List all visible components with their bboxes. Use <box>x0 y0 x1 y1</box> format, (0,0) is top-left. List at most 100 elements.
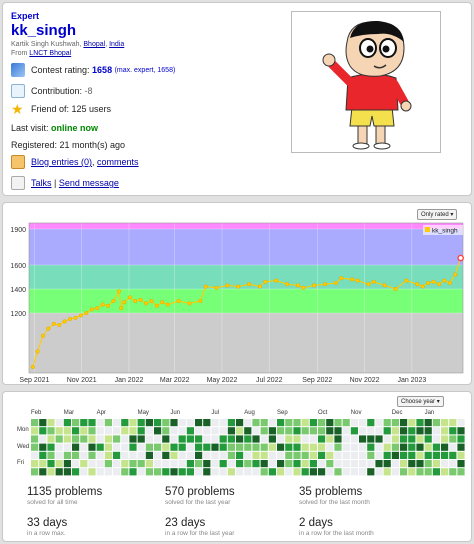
heatmap-cell[interactable] <box>400 451 408 459</box>
heatmap-cell[interactable] <box>359 443 367 451</box>
heatmap-cell[interactable] <box>334 419 342 427</box>
heatmap-cell[interactable] <box>383 419 391 427</box>
heatmap-cell[interactable] <box>432 419 440 427</box>
heatmap-cell[interactable] <box>121 435 129 443</box>
heatmap-cell[interactable] <box>285 419 293 427</box>
heatmap-cell[interactable] <box>408 443 416 451</box>
heatmap-cell[interactable] <box>375 468 383 476</box>
heatmap-cell[interactable] <box>318 468 326 476</box>
heatmap-cell[interactable] <box>334 460 342 468</box>
heatmap-cell[interactable] <box>63 427 71 435</box>
heatmap-cell[interactable] <box>55 443 63 451</box>
heatmap-cell[interactable] <box>416 451 424 459</box>
heatmap-cell[interactable] <box>31 419 39 427</box>
heatmap-cell[interactable] <box>301 468 309 476</box>
heatmap-cell[interactable] <box>104 435 112 443</box>
heatmap-cell[interactable] <box>318 419 326 427</box>
heatmap-cell[interactable] <box>326 451 334 459</box>
heatmap-cell[interactable] <box>227 419 235 427</box>
heatmap-cell[interactable] <box>88 435 96 443</box>
heatmap-cell[interactable] <box>424 460 432 468</box>
heatmap-cell[interactable] <box>129 443 137 451</box>
heatmap-cell[interactable] <box>186 427 194 435</box>
heatmap-cell[interactable] <box>129 460 137 468</box>
heatmap-cell[interactable] <box>55 468 63 476</box>
heatmap-cell[interactable] <box>72 451 80 459</box>
heatmap-cell[interactable] <box>268 451 276 459</box>
heatmap-cell[interactable] <box>400 427 408 435</box>
heatmap-cell[interactable] <box>72 427 80 435</box>
heatmap-cell[interactable] <box>400 435 408 443</box>
heatmap-cell[interactable] <box>145 451 153 459</box>
heatmap-cell[interactable] <box>104 451 112 459</box>
heatmap-cell[interactable] <box>400 443 408 451</box>
heatmap-cell[interactable] <box>391 460 399 468</box>
heatmap-cell[interactable] <box>186 443 194 451</box>
heatmap-cell[interactable] <box>350 460 358 468</box>
heatmap-cell[interactable] <box>96 460 104 468</box>
heatmap-cell[interactable] <box>432 427 440 435</box>
heatmap-cell[interactable] <box>432 451 440 459</box>
heatmap-cell[interactable] <box>186 419 194 427</box>
country-link[interactable]: India <box>109 41 125 48</box>
heatmap-cell[interactable] <box>244 419 252 427</box>
heatmap-cell[interactable] <box>63 419 71 427</box>
heatmap-cell[interactable] <box>236 419 244 427</box>
heatmap-cell[interactable] <box>277 443 285 451</box>
heatmap-cell[interactable] <box>408 435 416 443</box>
heatmap-cell[interactable] <box>416 427 424 435</box>
heatmap-cell[interactable] <box>96 443 104 451</box>
heatmap-cell[interactable] <box>195 468 203 476</box>
heatmap-cell[interactable] <box>203 427 211 435</box>
heatmap-cell[interactable] <box>195 435 203 443</box>
heatmap-cell[interactable] <box>408 419 416 427</box>
heatmap-cell[interactable] <box>342 443 350 451</box>
heatmap-cell[interactable] <box>367 419 375 427</box>
heatmap-cell[interactable] <box>416 443 424 451</box>
heatmap-cell[interactable] <box>170 419 178 427</box>
heatmap-cell[interactable] <box>383 427 391 435</box>
heatmap-cell[interactable] <box>63 435 71 443</box>
heatmap-cell[interactable] <box>80 435 88 443</box>
heatmap-cell[interactable] <box>252 468 260 476</box>
heatmap-cell[interactable] <box>170 427 178 435</box>
heatmap-cell[interactable] <box>260 419 268 427</box>
heatmap-cell[interactable] <box>96 468 104 476</box>
heatmap-cell[interactable] <box>408 468 416 476</box>
heatmap-cell[interactable] <box>219 451 227 459</box>
heatmap-cell[interactable] <box>293 435 301 443</box>
heatmap-cell[interactable] <box>39 419 47 427</box>
heatmap-cell[interactable] <box>203 451 211 459</box>
heatmap-cell[interactable] <box>121 443 129 451</box>
heatmap-cell[interactable] <box>277 427 285 435</box>
user-handle[interactable]: kk_singh <box>11 22 77 39</box>
heatmap-cell[interactable] <box>47 435 55 443</box>
heatmap-cell[interactable] <box>375 427 383 435</box>
heatmap-cell[interactable] <box>63 460 71 468</box>
heatmap-cell[interactable] <box>375 443 383 451</box>
heatmap-cell[interactable] <box>219 427 227 435</box>
heatmap-cell[interactable] <box>203 468 211 476</box>
heatmap-cell[interactable] <box>383 451 391 459</box>
heatmap-cell[interactable] <box>408 451 416 459</box>
heatmap-cell[interactable] <box>72 419 80 427</box>
heatmap-cell[interactable] <box>88 460 96 468</box>
heatmap-cell[interactable] <box>186 460 194 468</box>
heatmap-cell[interactable] <box>178 427 186 435</box>
heatmap-cell[interactable] <box>162 451 170 459</box>
heatmap-cell[interactable] <box>285 451 293 459</box>
heatmap-cell[interactable] <box>154 443 162 451</box>
heatmap-cell[interactable] <box>104 419 112 427</box>
heatmap-cell[interactable] <box>145 468 153 476</box>
heatmap-cell[interactable] <box>367 435 375 443</box>
heatmap-cell[interactable] <box>301 443 309 451</box>
heatmap-cell[interactable] <box>154 468 162 476</box>
heatmap-cell[interactable] <box>178 468 186 476</box>
heatmap-cell[interactable] <box>293 460 301 468</box>
heatmap-cell[interactable] <box>244 468 252 476</box>
heatmap-cell[interactable] <box>334 468 342 476</box>
heatmap-cell[interactable] <box>334 427 342 435</box>
heatmap-cell[interactable] <box>293 427 301 435</box>
heatmap-cell[interactable] <box>318 460 326 468</box>
heatmap-cell[interactable] <box>391 427 399 435</box>
